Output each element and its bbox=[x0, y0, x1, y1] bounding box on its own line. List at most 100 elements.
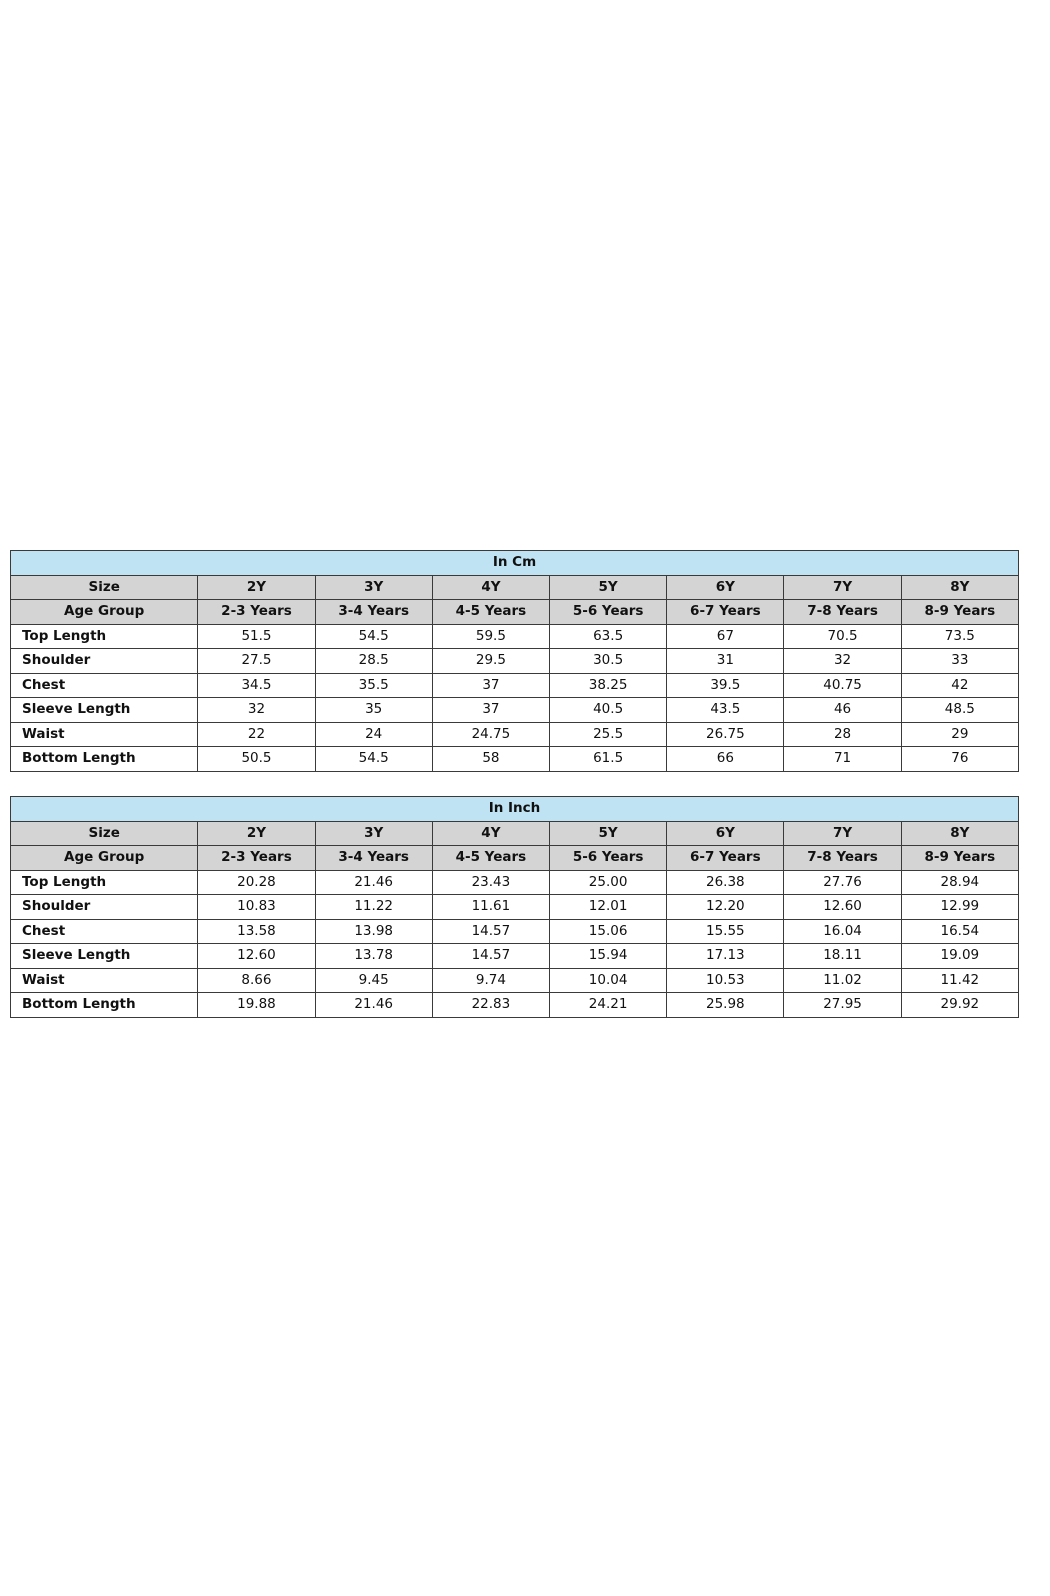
table-cell: 11.02 bbox=[783, 967, 902, 993]
age-group-header: 6-7 Years bbox=[666, 599, 785, 625]
table-row: Top Length 51.5 54.5 59.5 63.5 67 70.5 73.5 bbox=[9, 623, 1020, 649]
table-cell: 27.95 bbox=[783, 992, 902, 1018]
size-chart-cm: In Cm Size 2Y 3Y 4Y 5Y 6Y 7Y 8Y Age Group 2-3 Year… bbox=[9, 550, 1020, 772]
table-cell: 59.5 bbox=[431, 623, 551, 649]
table-title-row: In Inch bbox=[10, 796, 1019, 822]
table-cell: 40.5 bbox=[549, 697, 668, 723]
table-cell: 22.83 bbox=[431, 992, 551, 1018]
table-cell: 37 bbox=[431, 672, 551, 698]
table-cell: 63.5 bbox=[549, 623, 668, 649]
table-cell: 24.75 bbox=[431, 721, 551, 747]
row-label: Top Length bbox=[9, 869, 199, 895]
table-cell: 37 bbox=[431, 697, 551, 723]
table-cell: 54.5 bbox=[314, 746, 433, 772]
row-label: Waist bbox=[9, 967, 199, 993]
table-row: Chest 13.58 13.98 14.57 15.06 15.55 16.04 16.54 bbox=[9, 918, 1020, 944]
age-group-header: 4-5 Years bbox=[431, 845, 551, 871]
size-header-row: Size 2Y 3Y 4Y 5Y 6Y 7Y 8Y bbox=[9, 574, 1020, 600]
table-row: Bottom Length 50.5 54.5 58 61.5 66 71 76 bbox=[9, 746, 1020, 772]
age-group-row: Age Group 2-3 Years 3-4 Years 4-5 Years 5-6 … bbox=[9, 599, 1020, 625]
age-group-header: 7-8 Years bbox=[783, 845, 902, 871]
table-cell: 24 bbox=[314, 721, 433, 747]
table-cell: 20.28 bbox=[197, 869, 316, 895]
size-header: 7Y bbox=[783, 574, 902, 600]
table-cell: 28 bbox=[783, 721, 902, 747]
size-header: 6Y bbox=[666, 574, 785, 600]
table-cell: 16.54 bbox=[900, 918, 1020, 944]
age-group-header: 6-7 Years bbox=[666, 845, 785, 871]
table-cell: 21.46 bbox=[314, 869, 433, 895]
table-cell: 15.94 bbox=[548, 943, 668, 969]
row-label: Chest bbox=[9, 918, 199, 944]
table-cell: 54.5 bbox=[314, 623, 433, 649]
table-cell: 13.78 bbox=[314, 943, 433, 969]
table-cell: 12.20 bbox=[666, 894, 785, 920]
table-cell: 8.66 bbox=[197, 967, 316, 993]
age-group-header: 5-6 Years bbox=[548, 845, 668, 871]
table-cell: 43.5 bbox=[666, 697, 785, 723]
table-cell: 39.5 bbox=[666, 672, 785, 698]
table-row: Chest 34.5 35.5 37 38.25 39.5 40.75 42 bbox=[9, 672, 1020, 698]
table-cell: 67 bbox=[666, 623, 785, 649]
table-cell: 76 bbox=[900, 746, 1020, 772]
table-cell: 10.83 bbox=[197, 894, 316, 920]
table-cell: 13.58 bbox=[197, 918, 316, 944]
row-label: Bottom Length bbox=[9, 992, 199, 1018]
table-cell: 61.5 bbox=[549, 746, 668, 772]
row-label: Bottom Length bbox=[9, 746, 199, 772]
table-cell: 15.55 bbox=[666, 918, 785, 944]
age-group-header: 3-4 Years bbox=[314, 845, 433, 871]
row-label: Size bbox=[9, 820, 199, 846]
table-cell: 71 bbox=[783, 746, 902, 772]
table-cell: 32 bbox=[197, 697, 316, 723]
table-row: Sleeve Length 12.60 13.78 14.57 15.94 17.13 18… bbox=[9, 943, 1020, 969]
table-cell: 29 bbox=[900, 721, 1020, 747]
age-group-header: 2-3 Years bbox=[197, 845, 316, 871]
table-cell: 27.5 bbox=[197, 648, 316, 674]
table-cell: 21.46 bbox=[314, 992, 433, 1018]
size-header: 4Y bbox=[431, 820, 551, 846]
row-label: Sleeve Length bbox=[9, 697, 199, 723]
table-cell: 38.25 bbox=[549, 672, 668, 698]
age-group-header: 3-4 Years bbox=[314, 599, 433, 625]
table-cell: 29.5 bbox=[431, 648, 551, 674]
size-header: 2Y bbox=[197, 820, 316, 846]
size-header: 3Y bbox=[314, 820, 433, 846]
table-cell: 48.5 bbox=[900, 697, 1020, 723]
table-cell: 25.98 bbox=[666, 992, 785, 1018]
table-cell: 12.60 bbox=[197, 943, 316, 969]
size-header: 2Y bbox=[197, 574, 316, 600]
table-row: Shoulder 27.5 28.5 29.5 30.5 31 32 33 bbox=[9, 648, 1020, 674]
table-cell: 66 bbox=[666, 746, 785, 772]
table-cell: 15.06 bbox=[548, 918, 668, 944]
table-cell: 24.21 bbox=[548, 992, 668, 1018]
table-cell: 14.57 bbox=[431, 918, 551, 944]
age-group-row: Age Group 2-3 Years 3-4 Years 4-5 Years 5-6 … bbox=[9, 845, 1020, 871]
table-cell: 33 bbox=[900, 648, 1020, 674]
row-label: Top Length bbox=[9, 623, 199, 649]
table-cell: 9.74 bbox=[431, 967, 551, 993]
table-cell: 27.76 bbox=[783, 869, 902, 895]
table-row: Shoulder 10.83 11.22 11.61 12.01 12.20 12.60 12… bbox=[9, 894, 1020, 920]
age-group-header: 8-9 Years bbox=[900, 599, 1020, 625]
age-group-header: 7-8 Years bbox=[783, 599, 902, 625]
table-cell: 31 bbox=[666, 648, 785, 674]
row-label: Age Group bbox=[9, 845, 199, 871]
size-header: 8Y bbox=[900, 574, 1020, 600]
table-cell: 35 bbox=[314, 697, 433, 723]
table-cell: 25.00 bbox=[548, 869, 668, 895]
table-cell: 73.5 bbox=[900, 623, 1020, 649]
table-cell: 51.5 bbox=[197, 623, 316, 649]
size-header: 8Y bbox=[900, 820, 1020, 846]
table-row: Waist 22 24 24.75 25.5 26.75 28 29 bbox=[9, 721, 1020, 747]
age-group-header: 8-9 Years bbox=[900, 845, 1020, 871]
table-row: Waist 8.66 9.45 9.74 10.04 10.53 11.02 11.42 bbox=[9, 967, 1020, 993]
table-cell: 12.01 bbox=[548, 894, 668, 920]
table-cell: 40.75 bbox=[783, 672, 902, 698]
table-cell: 34.5 bbox=[197, 672, 316, 698]
age-group-header: 4-5 Years bbox=[431, 599, 551, 625]
table-cell: 58 bbox=[431, 746, 551, 772]
table-cell: 35.5 bbox=[314, 672, 433, 698]
table-cell: 50.5 bbox=[197, 746, 316, 772]
table-cell: 10.04 bbox=[548, 967, 668, 993]
